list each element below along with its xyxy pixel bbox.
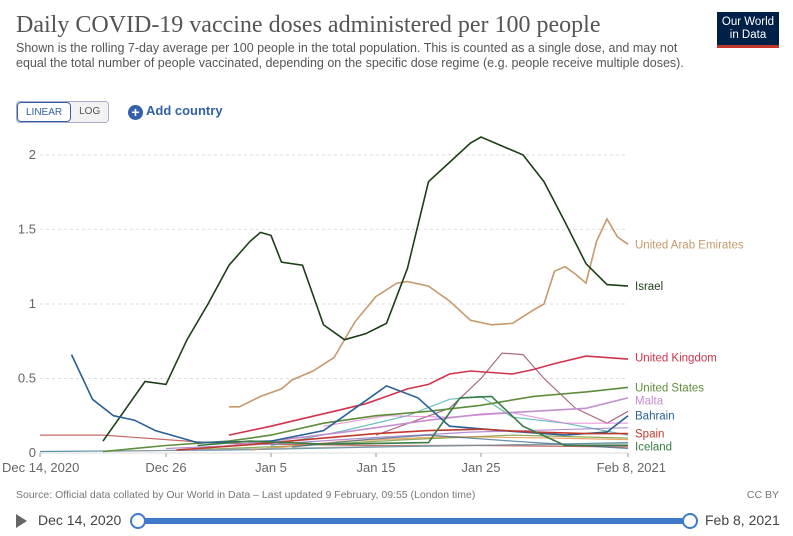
series-label[interactable]: Bahrain: [635, 411, 675, 423]
x-tick-label: Jan 5: [255, 460, 287, 475]
logo-line-2: in Data: [729, 29, 767, 41]
series-label[interactable]: Spain: [635, 429, 664, 441]
x-axis-ticks: Dec 14, 2020 Dec 26 Jan 5 Jan 15 Jan 25 Feb 8…: [2, 453, 666, 475]
chart-controls: LINEAR LOG + Add country: [16, 101, 223, 123]
series-label[interactable]: Iceland: [635, 442, 672, 454]
series-labels-layer: United Arab Emirates Israel United Kingdom…: [635, 239, 744, 453]
scale-toggle: LINEAR LOG: [16, 101, 110, 123]
add-country-button[interactable]: + Add country: [128, 101, 223, 121]
plus-circle-icon: +: [128, 105, 143, 120]
source-note: Source: Official data collated by Our Wo…: [16, 489, 476, 501]
y-tick-label: 1: [29, 296, 36, 311]
y-tick-label: 0: [29, 445, 36, 460]
series-line: [102, 136, 629, 442]
series-label[interactable]: United Arab Emirates: [635, 239, 744, 251]
x-tick-label: Dec 26: [145, 460, 186, 475]
series-label[interactable]: United States: [635, 382, 704, 394]
y-tick-label: 0.5: [18, 370, 36, 385]
chart-subtitle: Shown is the rolling 7-day average per 1…: [16, 41, 684, 70]
series-line: [229, 217, 629, 408]
add-country-label: Add country: [146, 103, 223, 118]
timeline-start-label: Dec 14, 2020: [38, 512, 122, 528]
timeline-end-handle[interactable]: [682, 513, 698, 529]
timeline-start-handle[interactable]: [130, 513, 146, 529]
log-scale-button[interactable]: LOG: [71, 102, 109, 122]
x-tick-label: Feb 8, 2021: [597, 460, 666, 475]
background-lines-layer: [39, 352, 629, 453]
series-line: [176, 428, 628, 451]
grid-layer: 0 0.5 1 1.5 2: [18, 147, 628, 460]
play-icon[interactable]: [16, 514, 27, 528]
series-line: [186, 397, 629, 451]
linear-scale-button[interactable]: LINEAR: [17, 102, 72, 122]
x-tick-label: Jan 15: [356, 460, 395, 475]
series-label[interactable]: Malta: [635, 395, 664, 407]
series-label[interactable]: Israel: [635, 281, 663, 293]
timeline: Dec 14, 2020 Feb 8, 2021: [0, 508, 793, 536]
x-tick-label: Jan 25: [461, 460, 500, 475]
series-line: [197, 395, 628, 447]
page-title: Daily COVID-19 vaccine doses administere…: [16, 12, 601, 38]
series-label[interactable]: United Kingdom: [635, 353, 717, 365]
background-series-line: [291, 434, 629, 450]
license-link[interactable]: CC BY: [746, 489, 779, 501]
y-tick-label: 2: [29, 147, 36, 162]
owid-logo[interactable]: Our World in Data: [717, 12, 779, 48]
background-series-line: [186, 434, 629, 451]
series-lines-layer: [70, 136, 629, 453]
x-tick-label: Dec 14, 2020: [2, 460, 79, 475]
line-chart: 00.511.52 United Arab EmiratesIsraelUnit…: [2, 136, 744, 475]
logo-line-1: Our World: [721, 16, 775, 28]
y-tick-label: 1.5: [18, 221, 36, 236]
series-line: [228, 355, 629, 436]
timeline-track[interactable]: [137, 518, 689, 524]
timeline-end-label: Feb 8, 2021: [705, 512, 780, 528]
